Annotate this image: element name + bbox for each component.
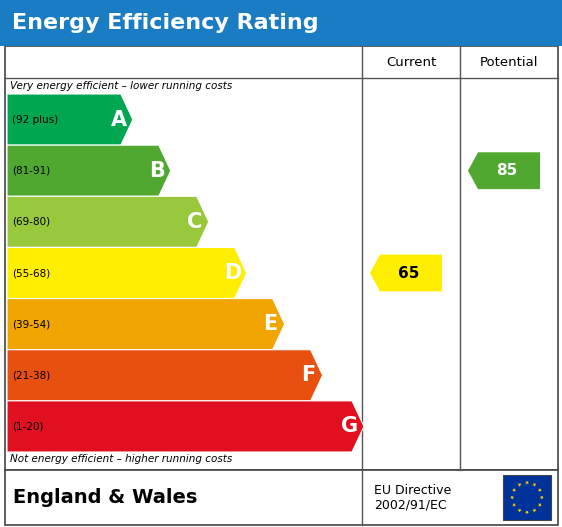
- Polygon shape: [540, 496, 544, 500]
- Polygon shape: [525, 511, 529, 514]
- Polygon shape: [7, 196, 209, 248]
- Text: England & Wales: England & Wales: [13, 488, 197, 507]
- Polygon shape: [7, 299, 284, 350]
- Text: G: G: [342, 416, 359, 436]
- Text: EU Directive: EU Directive: [374, 484, 451, 497]
- Text: (81-91): (81-91): [12, 165, 50, 175]
- Polygon shape: [510, 496, 514, 500]
- Polygon shape: [468, 152, 540, 189]
- Polygon shape: [7, 94, 133, 145]
- Polygon shape: [518, 483, 522, 487]
- Polygon shape: [370, 255, 442, 291]
- Text: 85: 85: [496, 163, 518, 178]
- Polygon shape: [538, 489, 542, 492]
- Polygon shape: [518, 509, 522, 513]
- Bar: [0, 0, 562, 46]
- Text: B: B: [149, 161, 165, 181]
- Text: (39-54): (39-54): [12, 319, 50, 329]
- Polygon shape: [512, 489, 516, 492]
- Text: (21-38): (21-38): [12, 370, 50, 380]
- Text: Not energy efficient – higher running costs: Not energy efficient – higher running co…: [10, 454, 232, 464]
- Text: (55-68): (55-68): [12, 268, 50, 278]
- Polygon shape: [525, 481, 529, 485]
- Text: C: C: [187, 212, 202, 232]
- Text: E: E: [264, 314, 278, 334]
- Text: (92 plus): (92 plus): [12, 114, 58, 124]
- Polygon shape: [538, 503, 542, 507]
- Text: (69-80): (69-80): [12, 217, 50, 227]
- Text: Very energy efficient – lower running costs: Very energy efficient – lower running co…: [10, 81, 232, 91]
- Text: Current: Current: [386, 55, 436, 69]
- Bar: [503, 475, 551, 520]
- Polygon shape: [532, 509, 537, 513]
- Polygon shape: [7, 248, 247, 299]
- Polygon shape: [7, 145, 171, 196]
- Polygon shape: [532, 483, 537, 487]
- Text: 2002/91/EC: 2002/91/EC: [374, 498, 447, 511]
- Text: Energy Efficiency Rating: Energy Efficiency Rating: [12, 13, 319, 33]
- Text: 65: 65: [398, 266, 420, 280]
- Text: Potential: Potential: [480, 55, 538, 69]
- Text: F: F: [301, 365, 316, 385]
- Text: (1-20): (1-20): [12, 422, 43, 432]
- Polygon shape: [7, 350, 323, 401]
- Text: A: A: [111, 110, 127, 130]
- Bar: [5, 46, 558, 470]
- Polygon shape: [512, 503, 516, 507]
- Polygon shape: [7, 401, 364, 452]
- Text: D: D: [224, 263, 241, 283]
- Bar: [5, 470, 558, 525]
